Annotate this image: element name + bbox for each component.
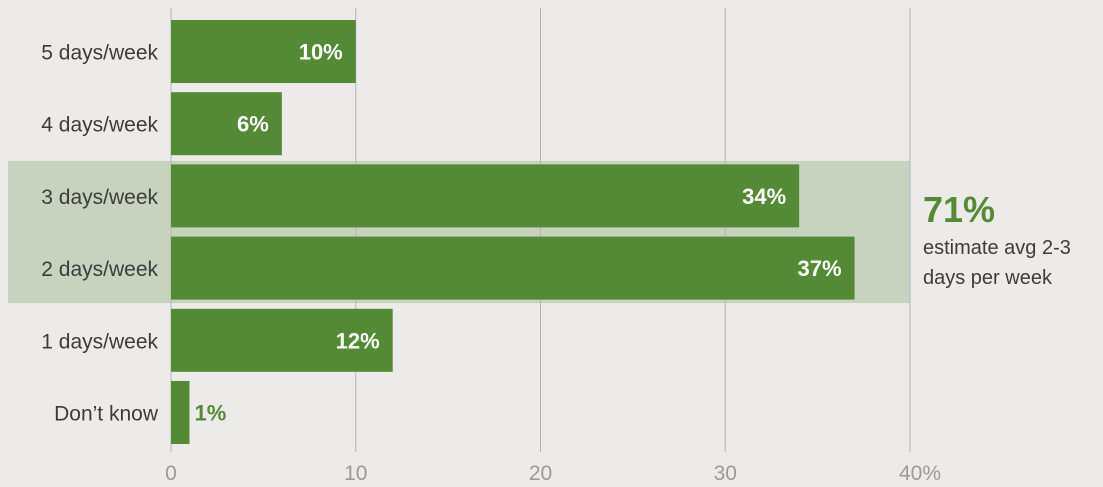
callout-text-line-2: days per week [923,267,1053,289]
category-label: Don’t know [54,403,159,426]
category-label: 4 days/week [41,114,158,137]
value-label: 37% [798,256,842,281]
value-labels: 10% 6% 34% 37% 12% 1% [194,40,841,426]
x-tick-label: 30 [714,462,737,485]
category-label: 2 days/week [41,258,158,281]
bar [171,164,800,228]
category-label: 1 days/week [41,330,158,353]
value-label: 1% [194,401,226,426]
bar [171,308,393,372]
bar [171,381,190,444]
callout-text-line-1: estimate avg 2-3 [923,237,1071,259]
bar [171,20,356,83]
category-label: 3 days/week [41,186,158,209]
category-label: 5 days/week [41,42,158,65]
value-label: 12% [336,328,380,353]
x-axis-ticks: 0 10 20 30 40% [165,462,941,485]
value-label: 34% [742,184,786,209]
x-tick-label: 20 [529,462,552,485]
value-label: 10% [299,40,343,65]
callout-percentage: 71% [923,189,995,230]
bar [171,236,855,300]
x-tick-label: 10 [344,462,367,485]
value-label: 6% [237,112,269,137]
x-tick-label: 40% [899,462,941,485]
category-labels: 5 days/week 4 days/week 3 days/week 2 days/… [41,42,159,426]
bars [171,20,855,444]
x-tick-label: 0 [165,462,177,485]
bar [171,92,282,156]
